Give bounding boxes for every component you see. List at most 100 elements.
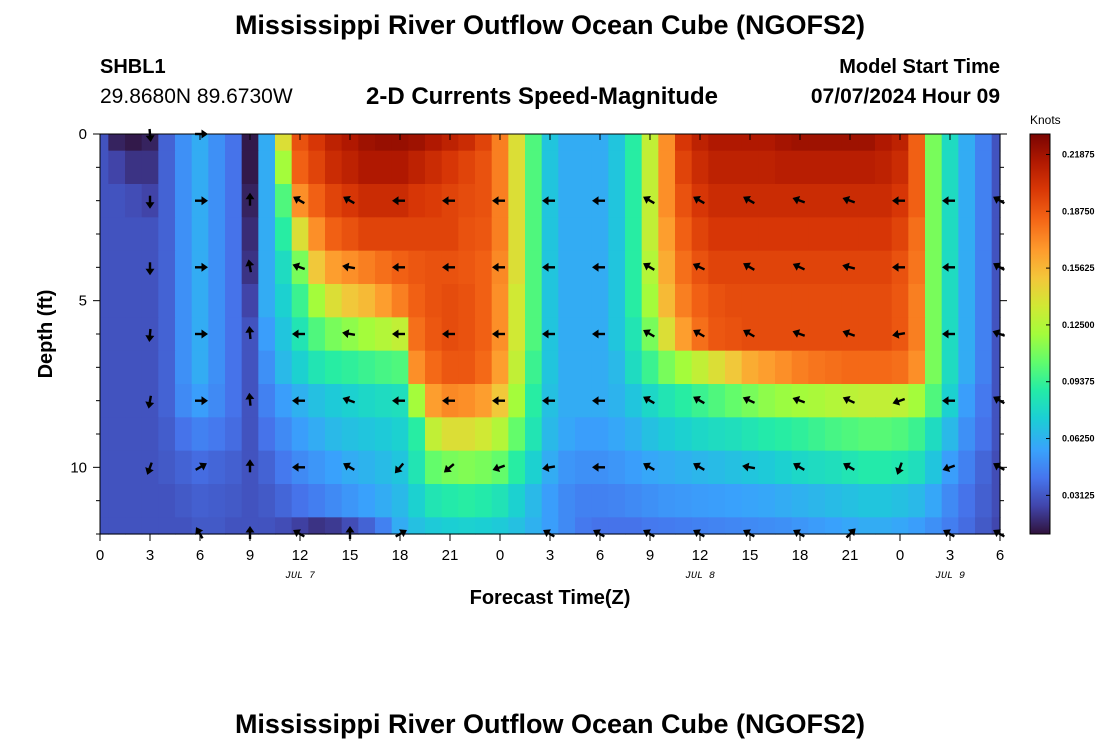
heatmap-cell (191, 284, 209, 318)
heatmap-cell (658, 417, 676, 452)
current-arrow-head (442, 196, 449, 206)
heatmap-cell (808, 150, 826, 185)
current-arrow-head (743, 529, 751, 538)
heatmap-cell (375, 417, 393, 452)
heatmap-cell (991, 517, 1001, 535)
model-start-label: Model Start Time (839, 56, 1000, 78)
current-arrow (542, 396, 555, 406)
heatmap-cell (525, 317, 543, 352)
heatmap-cell (691, 484, 709, 518)
current-arrow (895, 462, 904, 475)
heatmap-cell (458, 184, 476, 218)
heatmap-cell (558, 150, 576, 185)
current-arrow-head (892, 196, 899, 206)
heatmap-cell (325, 317, 343, 352)
heatmap-cell (608, 317, 626, 352)
current-arrow-head (643, 329, 651, 338)
heatmap-cell (508, 317, 526, 352)
current-arrow (842, 262, 856, 272)
heatmap-cell (425, 484, 443, 518)
heatmap-cell (175, 417, 193, 452)
heatmap-cell (308, 350, 326, 385)
current-arrow (793, 462, 805, 471)
current-arrow-head (942, 262, 949, 272)
heatmap-cell (925, 250, 943, 285)
current-arrow-head (542, 329, 549, 339)
heatmap-cell (375, 384, 393, 418)
x-tick-label: 3 (946, 547, 954, 564)
current-arrow (592, 329, 605, 339)
heatmap-cell (991, 284, 1001, 318)
heatmap-cell (841, 417, 859, 452)
x-tick-label: 6 (196, 547, 204, 564)
heatmap-cell (825, 250, 843, 285)
heatmap-cell (125, 217, 143, 252)
current-arrow-head (592, 462, 599, 472)
heatmap-cell (275, 317, 293, 352)
heatmap-cell (808, 317, 826, 352)
heatmap-cell (958, 150, 976, 185)
heatmap-cell (775, 350, 793, 385)
current-arrow (592, 396, 605, 406)
current-arrow (492, 396, 505, 406)
heatmap-cell (858, 217, 876, 252)
current-arrow-head (693, 529, 701, 538)
colorbar-tick-label: 0.15625 (1062, 263, 1095, 273)
x-axis: 0 3 6 9 12 15 18 21 0 3 6 9 12 15 18 21 0 3 6 JUL 7 JUL 8 JUL… (96, 134, 1004, 582)
heatmap-cell (875, 150, 893, 185)
colorbar-ticks: 0.03125 0.06250 0.09375 0.12500 0.15625 0.187… (1046, 149, 1095, 500)
heatmap-cell (541, 484, 559, 518)
heatmap-cell (775, 217, 793, 252)
heatmap-cell (941, 284, 959, 318)
heatmap-cell (858, 517, 876, 535)
heatmap-cell (775, 484, 793, 518)
heatmap-cell (925, 150, 943, 185)
heatmap-cell (791, 350, 809, 385)
current-arrow-head (792, 395, 801, 405)
heatmap-cell (341, 517, 359, 535)
heatmap-cell (208, 350, 226, 385)
heatmap-cell (808, 384, 826, 418)
heatmap-cell (225, 384, 243, 418)
heatmap-cell (875, 250, 893, 285)
current-arrow-head (394, 465, 403, 474)
heatmap-cell (758, 217, 776, 252)
heatmap-cell (258, 284, 276, 318)
heatmap-cell (941, 484, 959, 518)
heatmap-cell (458, 350, 476, 385)
heatmap-cell (958, 384, 976, 418)
heatmap-cell (475, 384, 493, 418)
heatmap-cell (675, 284, 693, 318)
heatmap-cell (858, 284, 876, 318)
current-arrow-head (201, 196, 208, 206)
heatmap-cell (725, 250, 743, 285)
heatmap-cell (975, 134, 993, 152)
heatmap-cell (775, 517, 793, 535)
heatmap-cell (258, 450, 276, 485)
heatmap-cell (975, 184, 993, 218)
heatmap-cell (325, 184, 343, 218)
current-arrow-head (145, 202, 155, 209)
current-arrow (342, 329, 356, 339)
heatmap-cell (375, 484, 393, 518)
heatmap-cell (491, 350, 509, 385)
heatmap-cell (158, 484, 176, 518)
heatmap-cell (791, 484, 809, 518)
current-arrow (743, 329, 755, 338)
heatmap-cell (341, 150, 359, 185)
heatmap-cell (391, 284, 409, 318)
heatmap-cell (208, 217, 226, 252)
current-arrow-head (742, 395, 751, 405)
current-arrow (692, 262, 706, 271)
current-arrow-head (892, 396, 901, 406)
heatmap-cell (358, 350, 376, 385)
heatmap-cell (100, 250, 109, 285)
heatmap-cell (258, 384, 276, 418)
x-tick-label: 21 (442, 547, 459, 564)
heatmap-cell (575, 350, 593, 385)
heatmap-cell (875, 350, 893, 385)
heatmap-cell (308, 317, 326, 352)
heatmap-cell (975, 517, 993, 535)
heatmap-cell (591, 134, 609, 152)
heatmap-cell (841, 217, 859, 252)
